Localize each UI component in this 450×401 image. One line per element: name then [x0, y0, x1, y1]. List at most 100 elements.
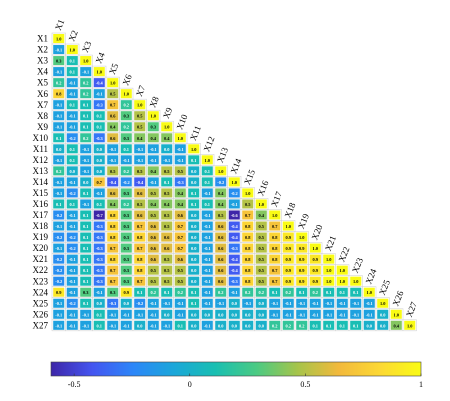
cell-value: 0.9 [299, 246, 305, 251]
diagonal-cell: 1.0 [201, 155, 213, 165]
heatmap-cell: 0.0 [188, 276, 200, 286]
heatmap-cell: 0.1 [309, 320, 321, 330]
cell-square [201, 287, 213, 297]
cell-value: 1.0 [313, 246, 319, 251]
cell-square [134, 199, 146, 209]
cell-value: -0.3 [96, 103, 104, 108]
cell-square [147, 320, 159, 330]
heatmap-cell: -0.2 [53, 210, 65, 220]
cell-value: -0.1 [150, 323, 157, 328]
cell-value: -0.2 [136, 301, 143, 306]
heatmap-cell: -0.4 [228, 232, 240, 242]
heatmap-cell: -0.1 [174, 155, 186, 165]
cell-square [120, 166, 132, 176]
heatmap-cell: 0.2 [120, 100, 132, 110]
cell-square [174, 298, 186, 308]
heatmap-cell: -0.1 [80, 144, 92, 154]
cell-value: 0.1 [83, 114, 89, 119]
cell-square [66, 188, 78, 198]
cell-value: -0.1 [109, 147, 116, 152]
heatmap-cell: -0.1 [147, 309, 159, 319]
cell-value: 0.1 [191, 158, 197, 163]
cell-value: -0.1 [55, 158, 62, 163]
column-label: X7 [134, 84, 148, 98]
cell-value: 0.2 [272, 323, 278, 328]
heatmap-cell: 0.1 [66, 100, 78, 110]
column-label: X2 [66, 29, 79, 43]
cell-value: -0.1 [204, 290, 211, 295]
cell-square [53, 199, 65, 209]
cell-value: 1.0 [340, 279, 346, 284]
heatmap-cell: -0.1 [147, 320, 159, 330]
cell-value: -0.1 [231, 202, 238, 207]
heatmap-cell: -0.2 [66, 298, 78, 308]
cell-value: 0.6 [137, 191, 143, 196]
heatmap-cell: 0.0 [161, 309, 173, 319]
heatmap-cell: -0.1 [309, 298, 321, 308]
cell-value: 0.8 [245, 235, 251, 240]
heatmap-cell: 0.0 [201, 309, 213, 319]
heatmap-cell: -0.1 [80, 309, 92, 319]
cell-value: -0.4 [231, 235, 239, 240]
heatmap-cell: 0.5 [255, 221, 267, 231]
cell-value: 0.1 [83, 213, 89, 218]
cell-square [80, 111, 92, 121]
cell-value: 0.1 [97, 114, 103, 119]
heatmap-cell: -0.2 [66, 232, 78, 242]
cell-square [134, 144, 146, 154]
cell-square [174, 144, 186, 154]
heatmap-cell: 0.1 [80, 265, 92, 275]
cell-value: 0.4 [151, 136, 157, 141]
diagonal-cell: 1.0 [53, 33, 65, 44]
cell-square [66, 287, 78, 297]
heatmap-cell: -0.1 [269, 309, 281, 319]
cell-square [93, 166, 105, 176]
cell-value: -0.1 [123, 158, 130, 163]
cell-square [228, 177, 240, 187]
cell-square [147, 166, 159, 176]
cell-value: 0.5 [137, 114, 143, 119]
cell-value: 0.1 [97, 202, 103, 207]
cell-square [161, 265, 173, 275]
heatmap-cell: -0.1 [323, 309, 335, 319]
heatmap-cell: -0.1 [296, 298, 308, 308]
cell-square [134, 155, 146, 165]
cell-value: -0.3 [231, 246, 239, 251]
cell-value: 0.3 [124, 136, 130, 141]
cell-value: 0.8 [245, 224, 251, 229]
cell-square [174, 309, 186, 319]
cell-square [201, 232, 213, 242]
cell-value: 0.4 [151, 169, 157, 174]
cell-value: -0.1 [82, 323, 89, 328]
cell-square [134, 265, 146, 275]
heatmap-cell: -0.1 [215, 298, 227, 308]
cell-value: 0.2 [245, 290, 251, 295]
cell-square [53, 78, 65, 88]
cell-square [93, 155, 105, 165]
cell-value: 0.3 [124, 224, 130, 229]
heatmap-cell: 0.1 [66, 155, 78, 165]
cell-square [66, 232, 78, 242]
cell-square [147, 133, 159, 143]
cell-square [228, 188, 240, 198]
cell-square [107, 111, 119, 121]
cell-value: 0.1 [272, 290, 278, 295]
cell-value: 0.5 [137, 202, 143, 207]
heatmap-cell: 0.2 [242, 287, 254, 297]
cell-value: 0.0 [259, 301, 265, 306]
cell-value: -0.1 [55, 246, 62, 251]
row-label: X25 [33, 298, 49, 308]
heatmap-cell: 0.5 [147, 276, 159, 286]
heatmap-cell: 0.8 [107, 254, 119, 264]
heatmap-cell: -0.1 [147, 155, 159, 165]
cell-value: 1.0 [218, 169, 224, 174]
cell-value: -0.3 [96, 224, 104, 229]
cell-value: 0.5 [110, 92, 116, 97]
cell-value: -0.3 [231, 279, 239, 284]
cell-square [255, 276, 267, 286]
cell-square [134, 221, 146, 231]
cell-value: -0.1 [150, 312, 157, 317]
cell-value: 0.8 [137, 268, 143, 273]
heatmap-cell: -0.4 [228, 254, 240, 264]
heatmap-cell: 0.1 [161, 177, 173, 187]
